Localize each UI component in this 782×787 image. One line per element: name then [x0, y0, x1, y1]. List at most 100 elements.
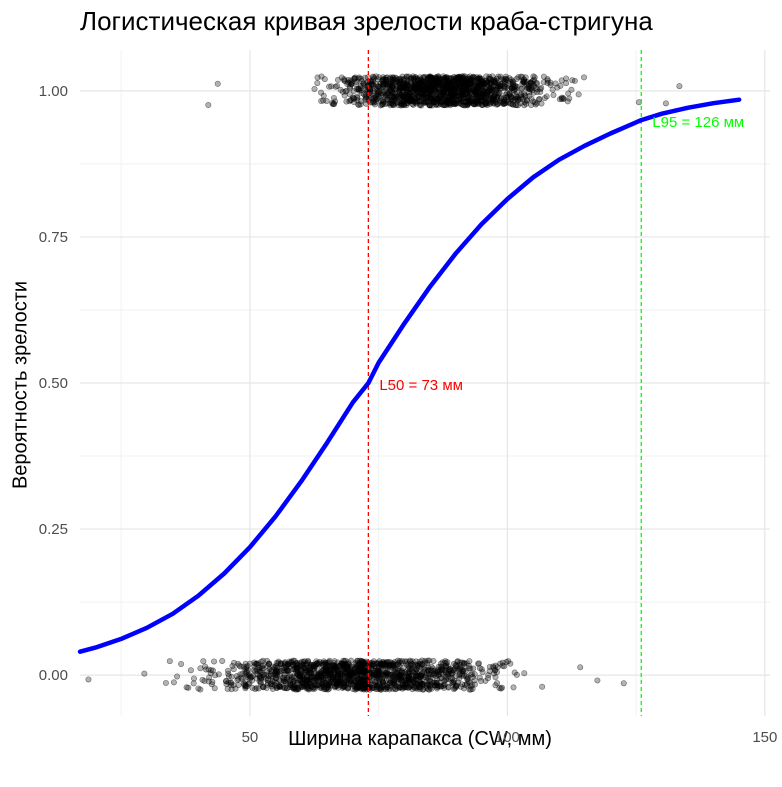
data-point: [453, 100, 460, 107]
data-point: [477, 678, 484, 685]
data-point: [351, 99, 358, 106]
data-point: [385, 671, 392, 678]
y-tick-label: 0.50: [39, 375, 68, 392]
data-point: [510, 684, 517, 691]
data-point: [280, 676, 287, 683]
data-point: [566, 95, 573, 102]
data-point: [458, 87, 465, 94]
y-tick-label: 0.25: [39, 521, 68, 538]
data-point: [348, 81, 355, 88]
data-point: [412, 676, 419, 683]
data-point: [475, 660, 482, 667]
data-point: [377, 683, 384, 690]
data-point: [371, 682, 378, 689]
grid-layer: [80, 50, 770, 716]
data-point: [441, 678, 448, 685]
data-point: [277, 683, 284, 690]
data-point: [293, 662, 300, 669]
data-point: [412, 658, 419, 665]
data-point: [470, 665, 477, 672]
data-point: [346, 98, 353, 105]
data-point: [311, 86, 318, 93]
data-point: [356, 680, 363, 687]
data-point: [285, 668, 292, 675]
data-point: [273, 684, 280, 691]
data-point: [340, 682, 347, 689]
data-point: [416, 74, 423, 81]
data-point: [326, 657, 333, 664]
data-point: [356, 661, 363, 668]
data-point: [540, 73, 547, 80]
data-point: [408, 665, 415, 672]
data-point: [303, 681, 310, 688]
data-point: [504, 90, 511, 97]
data-point: [417, 85, 424, 92]
data-point: [485, 675, 492, 682]
data-point: [519, 85, 526, 92]
data-point: [515, 96, 522, 103]
data-point: [211, 658, 218, 665]
data-point: [468, 76, 475, 83]
data-point: [409, 686, 416, 693]
data-point: [294, 685, 301, 692]
data-point: [385, 659, 392, 666]
data-point: [321, 76, 328, 83]
data-point: [382, 101, 389, 108]
data-point: [208, 667, 215, 674]
data-point: [296, 672, 303, 679]
data-point: [320, 92, 327, 99]
data-point: [85, 676, 92, 683]
data-point: [227, 679, 234, 686]
data-point: [388, 100, 395, 107]
x-axis-title: Ширина карапакса (CW, мм): [288, 728, 552, 750]
data-point: [459, 666, 466, 673]
data-point: [435, 73, 442, 80]
data-point: [187, 667, 194, 674]
data-point: [214, 80, 221, 87]
x-tick-label: 100: [495, 729, 520, 746]
data-point: [443, 74, 450, 81]
data-point: [212, 672, 219, 679]
data-point: [502, 76, 509, 83]
data-point: [219, 657, 226, 664]
data-point: [490, 664, 497, 671]
data-point: [372, 93, 379, 100]
data-point: [471, 677, 478, 684]
data-point: [389, 94, 396, 101]
data-point: [594, 677, 601, 684]
data-point: [457, 84, 464, 91]
data-point: [527, 79, 534, 86]
data-point: [453, 74, 460, 81]
data-point: [369, 73, 376, 80]
l50-label: L50 = 73 мм: [379, 377, 463, 394]
data-point: [513, 671, 520, 678]
data-point: [525, 84, 532, 91]
data-point: [166, 658, 173, 665]
data-point: [284, 667, 291, 674]
data-point: [379, 659, 386, 666]
tick-labels: 50 100 150 0.00 0.25 0.50 0.75 1.00: [39, 83, 778, 746]
data-point: [256, 667, 263, 674]
data-point: [369, 677, 376, 684]
data-point: [384, 90, 391, 97]
data-point: [390, 664, 397, 671]
data-point: [515, 74, 522, 81]
data-point: [315, 681, 322, 688]
data-point: [341, 78, 348, 85]
l95-label: L95 = 126 мм: [652, 114, 744, 131]
data-point: [577, 664, 584, 671]
data-point: [341, 92, 348, 99]
data-point: [345, 675, 352, 682]
data-point: [334, 674, 341, 681]
data-point: [329, 676, 336, 683]
data-point: [301, 665, 308, 672]
data-point: [543, 93, 550, 100]
data-point: [456, 79, 463, 86]
data-point: [558, 77, 565, 84]
data-point: [405, 96, 412, 103]
data-point: [479, 78, 486, 85]
data-point: [242, 669, 249, 676]
data-point: [444, 89, 451, 96]
data-point: [347, 681, 354, 688]
data-point: [266, 660, 273, 667]
